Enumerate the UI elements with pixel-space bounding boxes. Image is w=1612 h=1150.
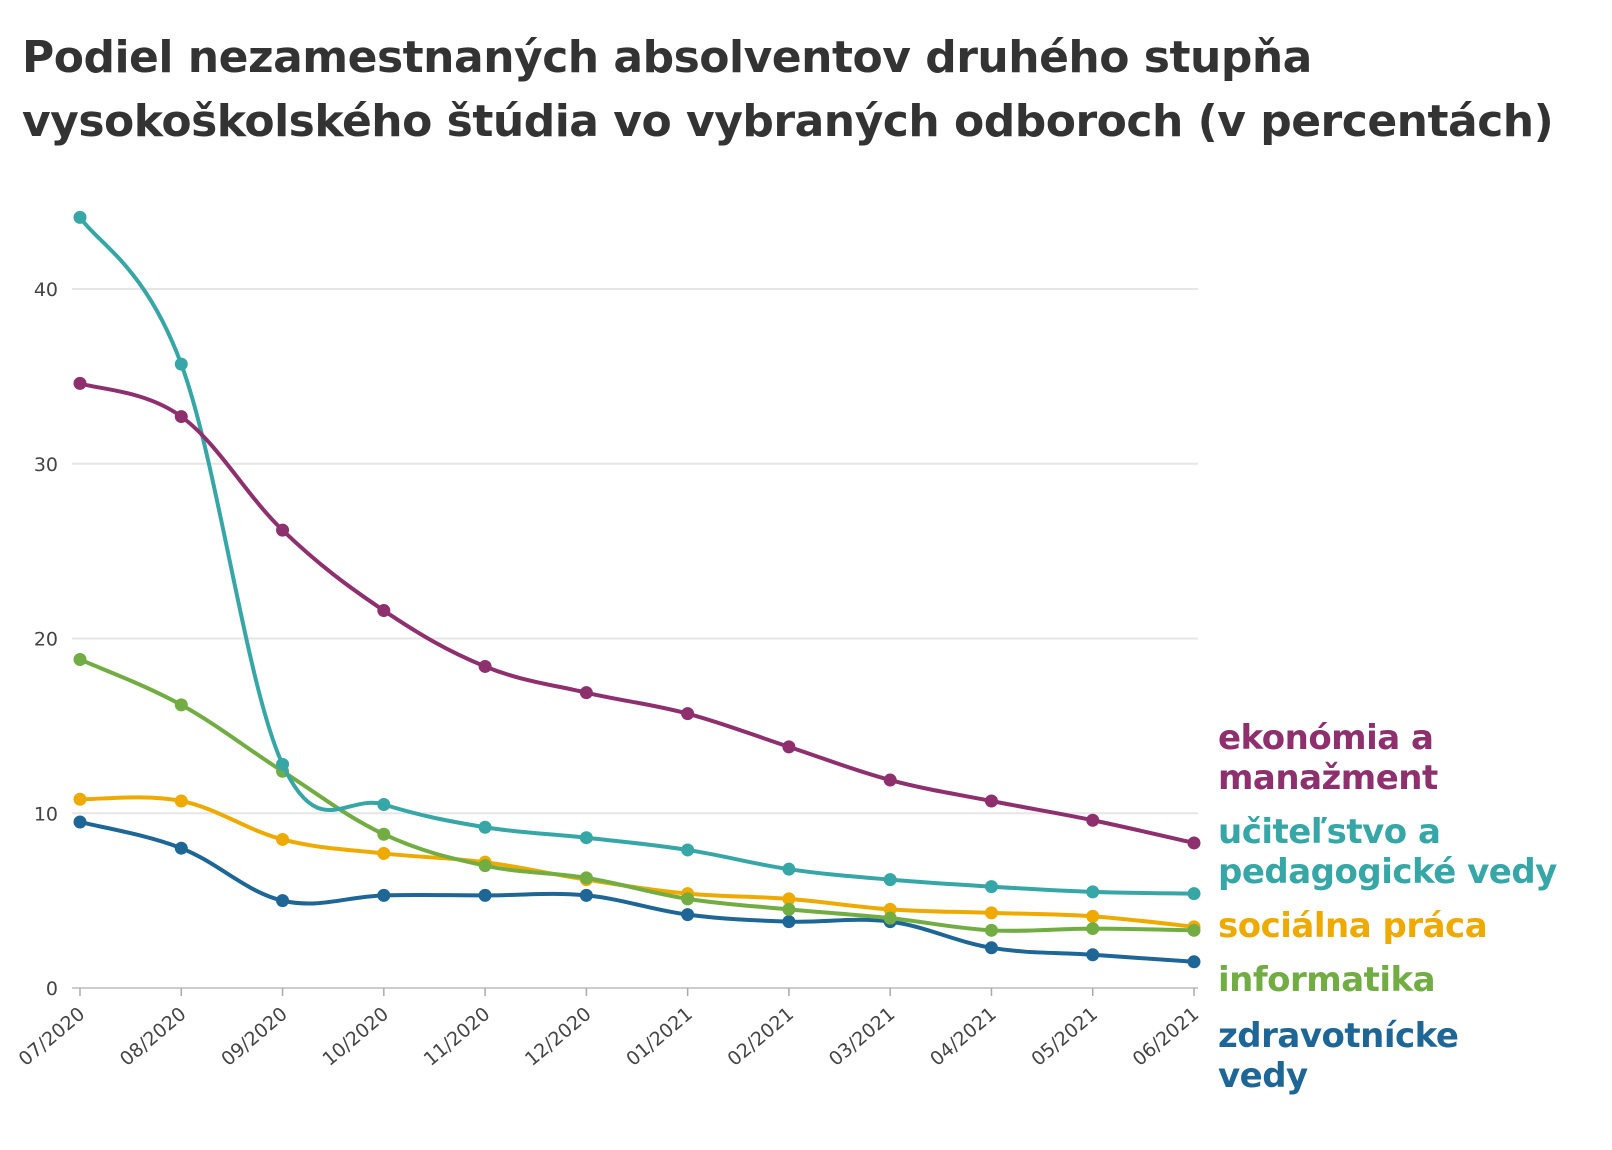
data-point <box>73 376 87 390</box>
y-tick-label: 20 <box>34 629 58 651</box>
data-point <box>377 798 391 812</box>
series-line <box>79 381 1195 845</box>
x-tick-label: 05/2021 <box>1027 1003 1102 1071</box>
data-point <box>377 888 391 902</box>
data-point <box>984 906 998 920</box>
x-tick-label: 02/2021 <box>724 1003 799 1071</box>
series-label: sociálna práca <box>1218 906 1488 946</box>
data-point <box>276 523 290 537</box>
data-point <box>883 773 897 787</box>
series-label-line: manažment <box>1218 758 1438 798</box>
series-label: informatika <box>1218 960 1436 1000</box>
data-point <box>377 604 391 618</box>
y-tick-label: 0 <box>46 978 58 1000</box>
x-tick-label: 04/2021 <box>926 1003 1001 1071</box>
series-label: učiteľstvo a pedagogické vedy <box>1218 812 1557 892</box>
data-point <box>174 410 188 424</box>
data-point <box>681 843 695 857</box>
data-point <box>73 815 87 829</box>
data-point <box>782 915 796 929</box>
data-point <box>782 892 796 906</box>
series-label-line: ekonómia a <box>1218 718 1434 758</box>
series-line <box>79 657 1195 933</box>
series-label-line: pedagogické vedy <box>1218 852 1557 892</box>
x-tick-label: 11/2020 <box>420 1003 495 1071</box>
data-point <box>681 707 695 721</box>
data-point <box>984 794 998 808</box>
series-line <box>79 820 1195 964</box>
data-point <box>478 888 492 902</box>
x-tick-label: 08/2020 <box>116 1003 191 1071</box>
data-point <box>1086 885 1100 899</box>
y-tick-label: 30 <box>34 454 58 476</box>
data-point <box>276 757 290 771</box>
data-point <box>579 871 593 885</box>
series-label: ekonómia a manažment <box>1218 718 1438 798</box>
series-line <box>78 216 1195 896</box>
series-line <box>79 795 1195 929</box>
data-point <box>681 908 695 922</box>
data-point <box>73 792 87 806</box>
data-point <box>681 892 695 906</box>
data-point <box>1086 948 1100 962</box>
data-point <box>174 794 188 808</box>
y-tick-label: 40 <box>34 279 58 301</box>
data-point <box>478 659 492 673</box>
data-point <box>1187 887 1201 901</box>
x-tick-label: 12/2020 <box>521 1003 596 1071</box>
data-point <box>883 873 897 887</box>
data-point <box>1086 922 1100 936</box>
series-label-line: vedy <box>1218 1056 1308 1096</box>
data-point <box>883 911 897 925</box>
x-tick-label: 07/2020 <box>15 1003 90 1071</box>
data-point <box>1187 836 1201 850</box>
x-tick-label: 09/2020 <box>217 1003 292 1071</box>
x-tick-label: 06/2021 <box>1129 1003 1204 1071</box>
data-point <box>73 652 87 666</box>
data-point <box>579 686 593 700</box>
data-point <box>1187 923 1201 937</box>
data-point <box>782 740 796 754</box>
data-point <box>1086 813 1100 827</box>
data-point <box>1086 909 1100 923</box>
x-tick-label: 01/2021 <box>622 1003 697 1071</box>
data-point <box>579 888 593 902</box>
data-point <box>984 923 998 937</box>
data-point <box>579 831 593 845</box>
data-point <box>276 832 290 846</box>
y-tick-label: 10 <box>34 803 58 825</box>
series-label-line: informatika <box>1218 960 1436 1000</box>
data-point <box>782 902 796 916</box>
data-point <box>377 846 391 860</box>
data-point <box>984 880 998 894</box>
x-tick-label: 03/2021 <box>825 1003 900 1071</box>
series-label-line: učiteľstvo a <box>1218 812 1441 852</box>
data-point <box>478 820 492 834</box>
data-point <box>984 941 998 955</box>
x-tick-label: 10/2020 <box>318 1003 393 1071</box>
data-point <box>478 859 492 873</box>
series-label-line: zdravotnícke <box>1218 1016 1459 1056</box>
data-point <box>377 827 391 841</box>
chart-title: Podiel nezamestnaných absolventov druhéh… <box>22 32 1554 147</box>
data-point <box>174 841 188 855</box>
data-point <box>782 862 796 876</box>
data-point <box>1187 955 1201 969</box>
data-point <box>73 210 87 224</box>
data-point <box>174 698 188 712</box>
data-point <box>174 357 188 371</box>
data-point <box>276 894 290 908</box>
series-label-line: sociálna práca <box>1218 906 1488 946</box>
series-label: zdravotnícke vedy <box>1218 1016 1459 1096</box>
